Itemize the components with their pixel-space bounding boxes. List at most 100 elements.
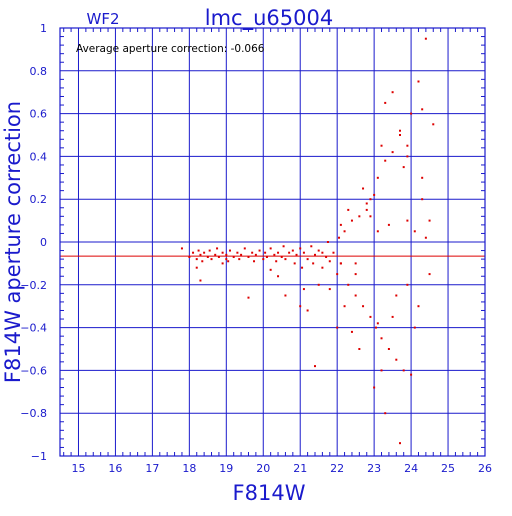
data-point bbox=[362, 305, 365, 308]
x-tick-label: 20 bbox=[256, 462, 270, 475]
x-tick-label: 19 bbox=[219, 462, 233, 475]
data-point bbox=[332, 251, 335, 254]
data-point bbox=[413, 230, 416, 233]
data-point bbox=[339, 262, 342, 265]
x-tick-label: 22 bbox=[330, 462, 344, 475]
data-point bbox=[317, 283, 320, 286]
data-point bbox=[295, 253, 298, 256]
data-point bbox=[312, 262, 315, 265]
data-point bbox=[188, 255, 191, 258]
data-point bbox=[384, 101, 387, 104]
data-point bbox=[243, 247, 246, 250]
data-point bbox=[395, 294, 398, 297]
data-point bbox=[402, 166, 405, 169]
data-point bbox=[201, 260, 204, 263]
data-point bbox=[225, 258, 228, 261]
data-point bbox=[273, 253, 276, 256]
data-point bbox=[380, 144, 383, 147]
data-point bbox=[195, 266, 198, 269]
data-point bbox=[350, 219, 353, 222]
grid bbox=[60, 27, 486, 457]
data-point bbox=[336, 273, 339, 276]
data-point bbox=[380, 337, 383, 340]
x-tick-label: 21 bbox=[293, 462, 307, 475]
data-point bbox=[284, 258, 287, 261]
data-point bbox=[362, 187, 365, 190]
data-point bbox=[399, 129, 401, 132]
data-point bbox=[199, 279, 202, 282]
data-point bbox=[395, 358, 398, 361]
data-point bbox=[225, 253, 228, 256]
axis-ticks bbox=[60, 28, 485, 456]
data-point bbox=[310, 245, 313, 248]
data-point bbox=[247, 296, 250, 299]
y-tick-label: 0.2 bbox=[30, 193, 48, 206]
data-point bbox=[358, 348, 361, 350]
data-point bbox=[354, 294, 357, 297]
y-tick-label: 0.6 bbox=[30, 108, 48, 121]
data-point bbox=[253, 260, 256, 263]
y-tick-label: 0.4 bbox=[30, 150, 48, 163]
x-tick-label: 16 bbox=[108, 462, 122, 475]
data-point bbox=[410, 373, 413, 376]
data-point bbox=[417, 80, 420, 83]
x-tick-label: 17 bbox=[145, 462, 159, 475]
data-point bbox=[203, 251, 206, 254]
data-point bbox=[406, 219, 409, 222]
data-point bbox=[373, 193, 376, 196]
data-point bbox=[221, 251, 224, 254]
data-point bbox=[236, 251, 239, 254]
data-point bbox=[328, 260, 331, 263]
x-tick-label: 26 bbox=[478, 462, 492, 475]
x-tick-label: 18 bbox=[182, 462, 196, 475]
data-point bbox=[206, 255, 209, 258]
data-point bbox=[406, 283, 409, 286]
data-point bbox=[192, 251, 195, 254]
x-tick-label: 23 bbox=[367, 462, 381, 475]
y-axis-label: F814W aperture correction bbox=[1, 101, 25, 383]
data-point bbox=[288, 251, 291, 254]
data-point bbox=[338, 236, 341, 239]
data-point bbox=[299, 247, 302, 250]
data-point bbox=[284, 294, 287, 297]
data-point bbox=[391, 91, 394, 94]
plot-frame bbox=[59, 27, 486, 457]
data-point bbox=[314, 253, 316, 256]
data-point bbox=[282, 245, 285, 248]
data-point bbox=[293, 262, 296, 265]
y-tick-label: −0.4 bbox=[20, 322, 47, 335]
data-point bbox=[325, 255, 328, 258]
data-point bbox=[339, 223, 342, 226]
data-point bbox=[421, 108, 424, 111]
data-point bbox=[428, 219, 431, 222]
data-point bbox=[428, 273, 431, 276]
data-point bbox=[227, 260, 230, 263]
data-point bbox=[432, 123, 435, 126]
x-tick-label: 24 bbox=[404, 462, 418, 475]
data-point bbox=[291, 249, 294, 252]
data-point bbox=[406, 144, 409, 147]
data-point bbox=[265, 255, 268, 258]
data-point bbox=[195, 258, 198, 261]
y-tick-labels: −1 −0.8 −0.6 −0.4 −0.2 0 0.2 0.4 0.6 0.8 1 bbox=[20, 22, 47, 463]
data-point bbox=[197, 249, 200, 252]
y-tick-label: −1 bbox=[31, 450, 47, 463]
data-point bbox=[264, 251, 267, 254]
data-point bbox=[369, 315, 372, 318]
data-point bbox=[391, 151, 394, 154]
data-point bbox=[251, 251, 254, 254]
x-tick-labels: 15 16 17 18 19 20 21 22 23 24 25 26 bbox=[71, 462, 492, 475]
data-point bbox=[299, 305, 302, 308]
data-point bbox=[421, 176, 424, 179]
data-point bbox=[269, 268, 272, 271]
data-point bbox=[301, 266, 304, 269]
data-point bbox=[387, 348, 390, 350]
data-point bbox=[302, 251, 305, 254]
y-tick-label: −0.8 bbox=[20, 407, 47, 420]
data-point bbox=[208, 249, 211, 252]
y-tick-label: 0 bbox=[40, 236, 47, 249]
data-point bbox=[217, 255, 220, 258]
data-point bbox=[376, 230, 379, 233]
